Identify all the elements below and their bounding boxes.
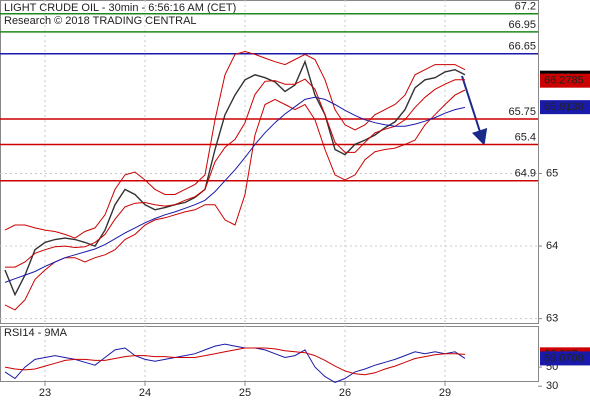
y-tick-label: 63 [546, 313, 558, 325]
level-label: 66.95 [508, 19, 536, 31]
main-frame [0, 0, 539, 324]
x-tick-label: 24 [139, 387, 151, 399]
level-label: 67.2 [515, 1, 536, 13]
chart-subtitle: Research © 2018 TRADING CENTRAL [4, 15, 197, 27]
y-tick-label: 30 [546, 380, 558, 392]
y-tick-label: 64 [546, 240, 558, 252]
series-line [4, 347, 466, 376]
y-tick-label: 65 [546, 167, 558, 179]
level-label: 64.9 [515, 168, 536, 180]
series-line [4, 343, 466, 383]
rsi-frame [0, 326, 539, 382]
level-label: 65.75 [508, 106, 536, 118]
x-tick-label: 26 [339, 387, 351, 399]
price-tag [540, 351, 590, 366]
price-tag-label: 59.0708 [544, 352, 584, 364]
series-line [5, 78, 465, 268]
price-tag-label: 65.9138 [544, 101, 584, 113]
price-tag-label: 66.2785 [544, 75, 584, 87]
level-label: 66.65 [508, 41, 536, 53]
price-tag [540, 73, 590, 88]
x-tick-label: 29 [439, 387, 451, 399]
series-line [4, 59, 466, 297]
series-line [4, 89, 466, 311]
level-label: 65.4 [515, 131, 536, 143]
chart-title: LIGHT CRUDE OIL - 30min - 6:56:16 AM (CE… [4, 2, 236, 14]
forecast-arrow [461, 75, 488, 146]
x-tick-label: 23 [39, 387, 51, 399]
price-tag [540, 100, 590, 115]
rsi-title: RSI14 - 9MA [4, 327, 68, 339]
series-line [4, 96, 466, 283]
x-tick-label: 25 [239, 387, 251, 399]
series-line [4, 50, 466, 239]
